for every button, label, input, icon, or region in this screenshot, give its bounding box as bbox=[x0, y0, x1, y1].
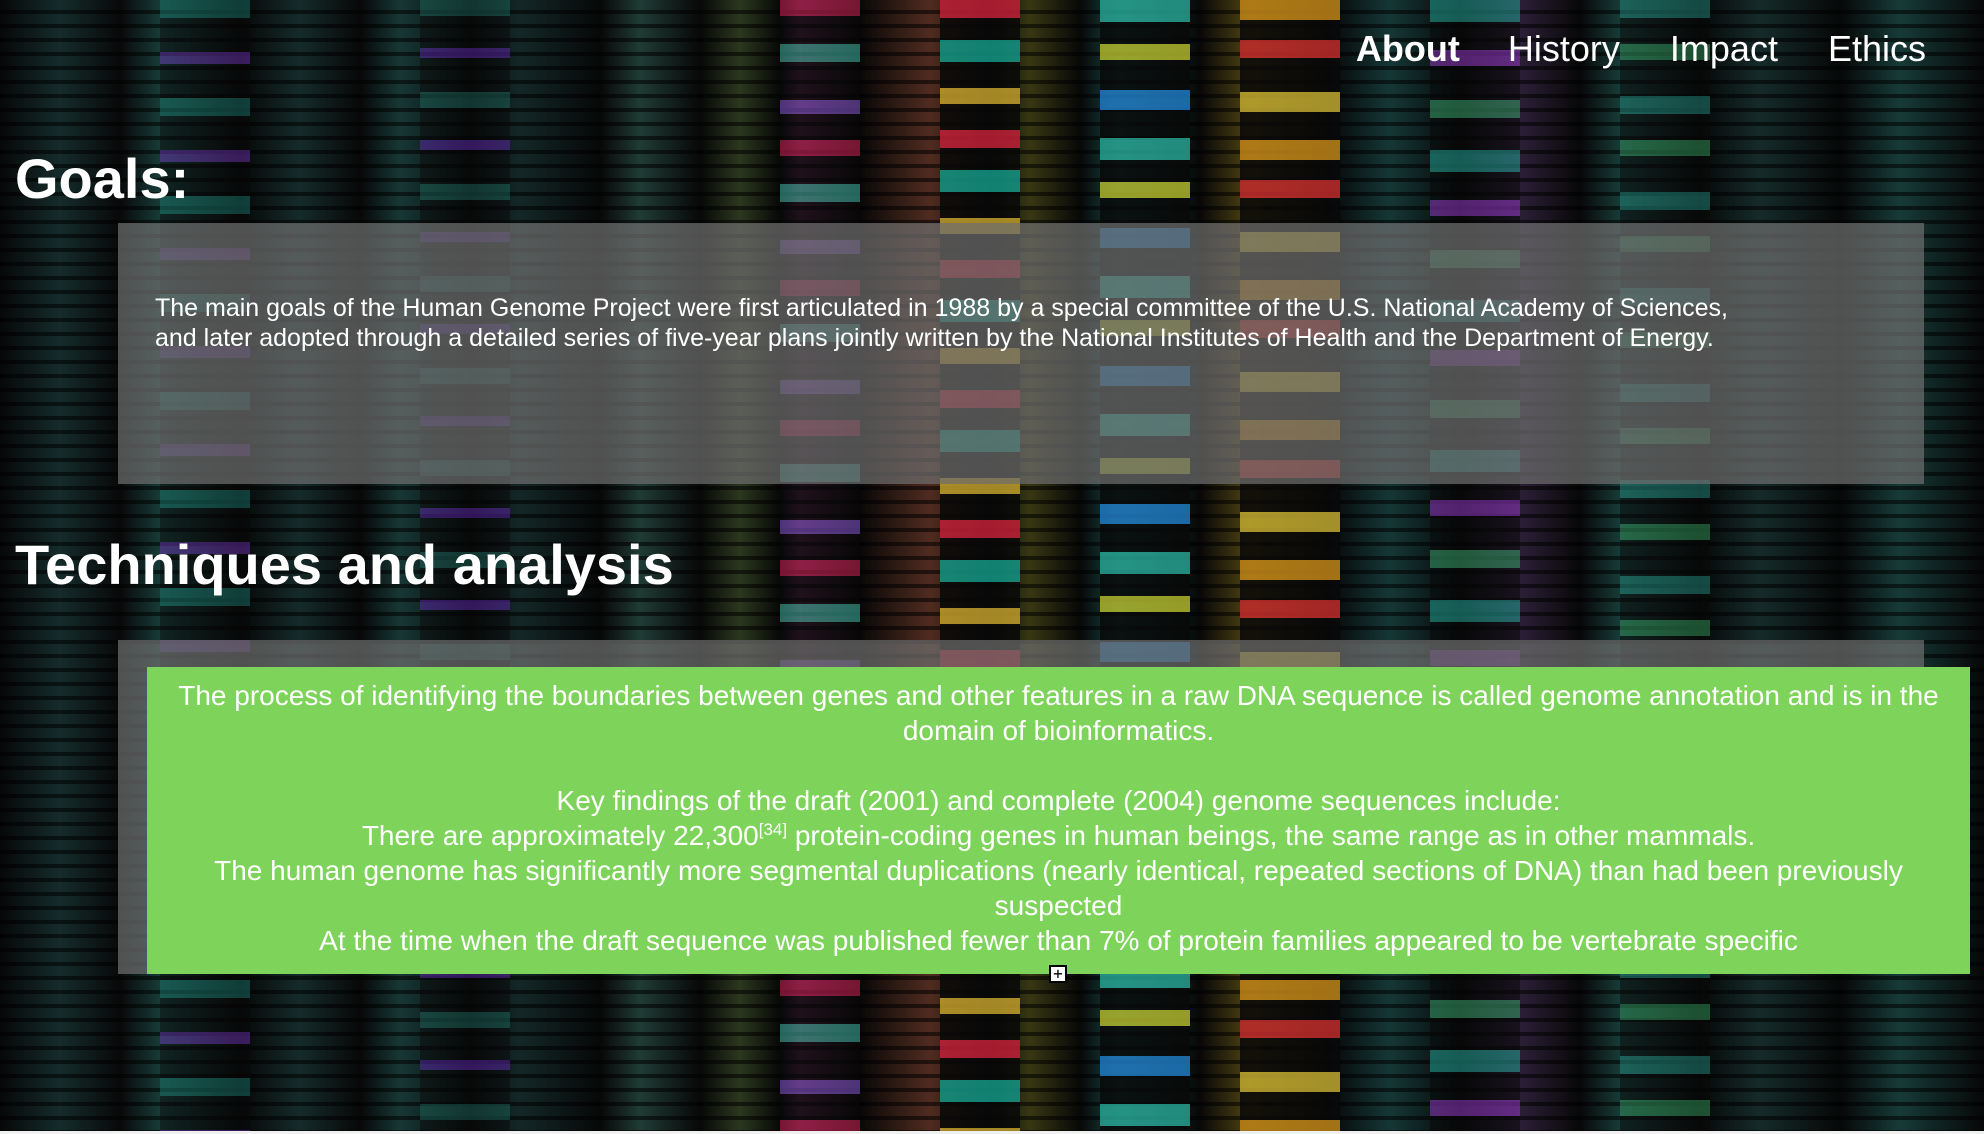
nav-link-about[interactable]: About bbox=[1355, 28, 1460, 69]
finding-3: At the time when the draft sequence was … bbox=[319, 925, 1798, 956]
finding-1: There are approximately 22,300[34] prote… bbox=[147, 818, 1970, 853]
findings-title: Key findings of the draft (2001) and com… bbox=[556, 785, 1561, 816]
finding-1-text: There are approximately 22,300 bbox=[361, 820, 759, 851]
citation-link[interactable]: [34] bbox=[758, 820, 788, 839]
techniques-content-box: The process of identifying the boundarie… bbox=[147, 667, 1970, 974]
goals-text: The main goals of the Human Genome Proje… bbox=[155, 294, 1728, 352]
finding-1-text-end: protein-coding genes in human beings, th… bbox=[787, 820, 1756, 851]
goals-panel: The main goals of the Human Genome Proje… bbox=[118, 223, 1924, 484]
techniques-intro: The process of identifying the boundarie… bbox=[178, 680, 1939, 746]
bottom-edge bbox=[0, 1131, 1984, 1134]
move-handle-icon[interactable]: + bbox=[1049, 965, 1067, 983]
finding-2: The human genome has significantly more … bbox=[214, 855, 1903, 921]
nav-link-ethics[interactable]: Ethics bbox=[1827, 28, 1926, 69]
nav-link-history[interactable]: History bbox=[1507, 28, 1620, 69]
techniques-heading: Techniques and analysis bbox=[15, 533, 674, 596]
goals-heading: Goals: bbox=[15, 147, 190, 210]
top-nav: About History Impact Ethics bbox=[1306, 28, 1926, 70]
nav-link-impact[interactable]: Impact bbox=[1669, 28, 1778, 69]
